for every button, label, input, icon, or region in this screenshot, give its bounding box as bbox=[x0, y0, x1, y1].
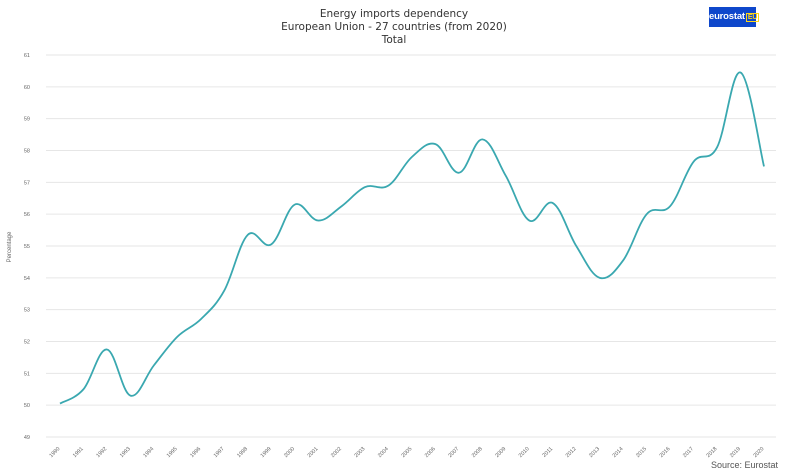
x-tick-label-2016: 2016 bbox=[659, 446, 672, 459]
x-tick-label-1999: 1999 bbox=[260, 446, 273, 459]
x-tick-label-2018: 2018 bbox=[706, 446, 719, 459]
x-tick-label-2008: 2008 bbox=[471, 446, 484, 459]
x-tick-label-1993: 1993 bbox=[119, 446, 132, 459]
x-tick-label-2000: 2000 bbox=[283, 446, 296, 459]
chart-subtitle: European Union - 27 countries (from 2020… bbox=[281, 21, 507, 33]
x-tick-label-2006: 2006 bbox=[424, 446, 437, 459]
x-tick-label-1994: 1994 bbox=[142, 446, 155, 459]
y-tick-label-56: 56 bbox=[24, 212, 30, 218]
x-tick-label-2001: 2001 bbox=[307, 446, 320, 459]
x-tick-label-2012: 2012 bbox=[565, 446, 578, 459]
x-tick-label-1990: 1990 bbox=[49, 446, 62, 459]
y-tick-label-52: 52 bbox=[24, 340, 30, 346]
source-note: Source: Eurostat bbox=[710, 460, 778, 470]
x-tick-label-2017: 2017 bbox=[682, 446, 695, 459]
x-tick-label-2014: 2014 bbox=[612, 446, 625, 459]
y-tick-label-57: 57 bbox=[24, 180, 30, 186]
y-tick-label-50: 50 bbox=[24, 403, 30, 409]
eurostat-logo[interactable]: eurostat EU bbox=[709, 7, 760, 27]
x-tick-label-2020: 2020 bbox=[753, 446, 766, 459]
y-tick-label-55: 55 bbox=[24, 244, 30, 250]
y-tick-label-60: 60 bbox=[24, 85, 30, 91]
y-tick-label-54: 54 bbox=[24, 276, 30, 282]
x-tick-label-2010: 2010 bbox=[518, 446, 531, 459]
x-tick-label-2013: 2013 bbox=[588, 446, 601, 459]
x-tick-label-1998: 1998 bbox=[236, 446, 249, 459]
chart-title: Energy imports dependency bbox=[319, 8, 469, 20]
y-tick-label-61: 61 bbox=[24, 53, 30, 59]
y-tick-label-58: 58 bbox=[24, 149, 30, 155]
x-tick-label-2009: 2009 bbox=[494, 446, 507, 459]
x-tick-label-2015: 2015 bbox=[635, 446, 648, 459]
x-tick-label-1996: 1996 bbox=[189, 446, 202, 459]
eu-badge: EU bbox=[745, 13, 760, 22]
chart-series-label: Total bbox=[381, 34, 407, 46]
x-tick-label-2004: 2004 bbox=[377, 446, 390, 459]
x-tick-label-2019: 2019 bbox=[729, 446, 742, 459]
x-tick-label-1992: 1992 bbox=[95, 446, 108, 459]
y-tick-label-49: 49 bbox=[24, 435, 30, 441]
chart-title-block: Energy imports dependency European Union… bbox=[0, 8, 788, 47]
x-tick-label-1991: 1991 bbox=[72, 446, 85, 459]
x-tick-label-2003: 2003 bbox=[354, 446, 367, 459]
y-tick-label-53: 53 bbox=[24, 308, 30, 314]
y-tick-label-59: 59 bbox=[24, 117, 30, 123]
x-tick-label-1997: 1997 bbox=[213, 446, 226, 459]
eurostat-logo-text: eurostat bbox=[709, 11, 745, 22]
x-tick-label-2011: 2011 bbox=[542, 446, 555, 459]
x-tick-label-2007: 2007 bbox=[447, 446, 460, 459]
x-tick-label-2005: 2005 bbox=[401, 446, 414, 459]
x-tick-label-2002: 2002 bbox=[330, 446, 343, 459]
y-tick-label-51: 51 bbox=[24, 371, 30, 377]
series-line-total bbox=[59, 71, 765, 405]
x-tick-label-1995: 1995 bbox=[166, 446, 179, 459]
